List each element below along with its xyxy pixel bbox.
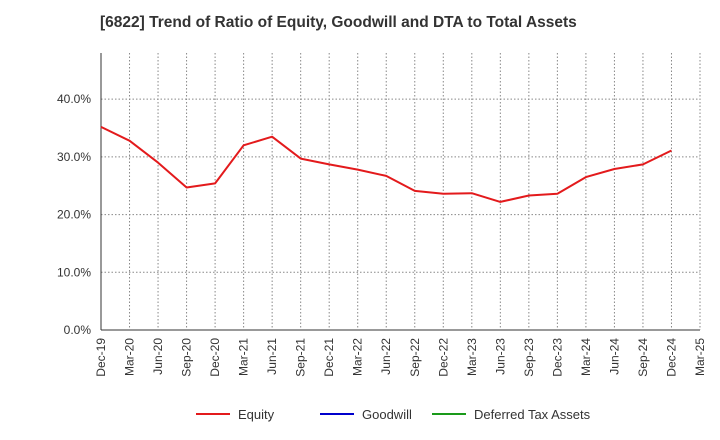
legend: Equity Goodwill Deferred Tax Assets	[196, 407, 591, 422]
x-tick-label: Mar-20	[123, 338, 137, 376]
x-tick-label: Sep-22	[408, 338, 422, 377]
legend-label-deferred-tax-assets: Deferred Tax Assets	[474, 407, 591, 422]
axes	[100, 53, 700, 331]
series-line-equity	[100, 125, 672, 203]
x-tick-label: Jun-23	[493, 338, 507, 375]
y-tick-label: 40.0%	[57, 92, 91, 106]
y-tick-label: 30.0%	[57, 150, 91, 164]
series	[100, 125, 672, 203]
plot-area	[101, 53, 700, 330]
x-tick-label: Dec-24	[664, 338, 678, 377]
chart-title: [6822] Trend of Ratio of Equity, Goodwil…	[100, 14, 577, 31]
x-tick-label: Dec-19	[94, 338, 108, 377]
y-tick-label: 10.0%	[57, 265, 91, 279]
grid	[101, 53, 701, 330]
x-tick-label: Dec-20	[208, 338, 222, 377]
legend-label-goodwill: Goodwill	[362, 407, 412, 422]
x-tick-label: Mar-23	[465, 338, 479, 376]
x-axis-ticks: Dec-19 Mar-20 Jun-20 Sep-20 Dec-20 Mar-21 Jun-…	[94, 338, 707, 377]
x-tick-label: Mar-21	[237, 338, 251, 376]
x-tick-label: Jun-20	[151, 338, 165, 375]
x-tick-label: Dec-22	[436, 338, 450, 377]
y-tick-label: 0.0%	[64, 323, 92, 337]
x-tick-label: Mar-24	[579, 338, 593, 376]
x-tick-label: Sep-24	[636, 338, 650, 377]
x-tick-label: Mar-22	[351, 338, 365, 376]
x-tick-label: Mar-25	[693, 338, 707, 376]
y-tick-label: 20.0%	[57, 208, 91, 222]
y-axis-ticks: 0.0% 10.0% 20.0% 30.0% 40.0%	[57, 92, 91, 337]
x-tick-label: Dec-23	[550, 338, 564, 377]
x-tick-label: Jun-21	[265, 338, 279, 375]
x-tick-label: Dec-21	[322, 338, 336, 377]
x-tick-label: Sep-21	[294, 338, 308, 377]
x-tick-label: Jun-22	[379, 338, 393, 375]
legend-label-equity: Equity	[238, 407, 275, 422]
x-tick-label: Sep-23	[522, 338, 536, 377]
x-tick-label: Sep-20	[180, 338, 194, 377]
x-tick-label: Jun-24	[607, 338, 621, 375]
